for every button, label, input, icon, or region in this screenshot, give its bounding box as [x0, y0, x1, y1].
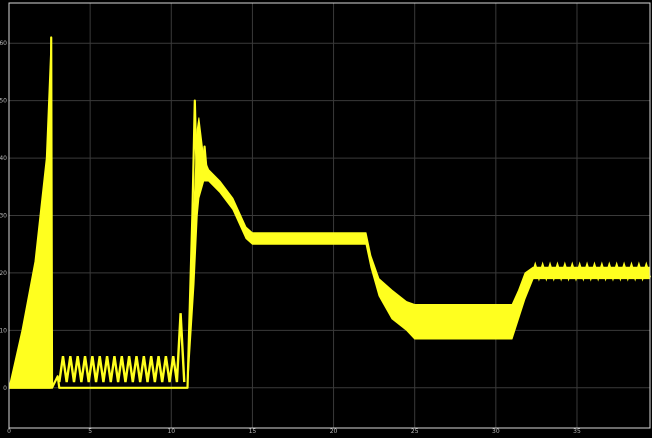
tick-labels: 0 5 10 15 20 25 30 35 0 10 20 30 40 50 60	[0, 40, 581, 435]
y-tick-label: 30	[0, 213, 7, 220]
x-tick-label: 10	[167, 428, 175, 435]
y-tick-label: 0	[3, 385, 7, 392]
y-tick-label: 10	[0, 327, 7, 334]
x-tick-label: 0	[7, 428, 11, 435]
x-tick-label: 20	[330, 428, 338, 435]
x-tick-label: 15	[249, 428, 257, 435]
x-tick-label: 30	[492, 428, 500, 435]
x-tick-label: 35	[573, 428, 581, 435]
signal-oscillation-4	[530, 261, 652, 282]
y-tick-label: 60	[0, 40, 7, 47]
x-tick-label: 5	[88, 428, 92, 435]
x-tick-label: 25	[411, 428, 419, 435]
y-tick-label: 40	[0, 155, 7, 162]
y-tick-label: 50	[0, 98, 7, 105]
signal-trace-2	[9, 36, 209, 389]
axes-frame	[8, 2, 651, 429]
y-tick-label: 20	[0, 270, 7, 277]
signal-oscillation-3	[58, 313, 186, 383]
